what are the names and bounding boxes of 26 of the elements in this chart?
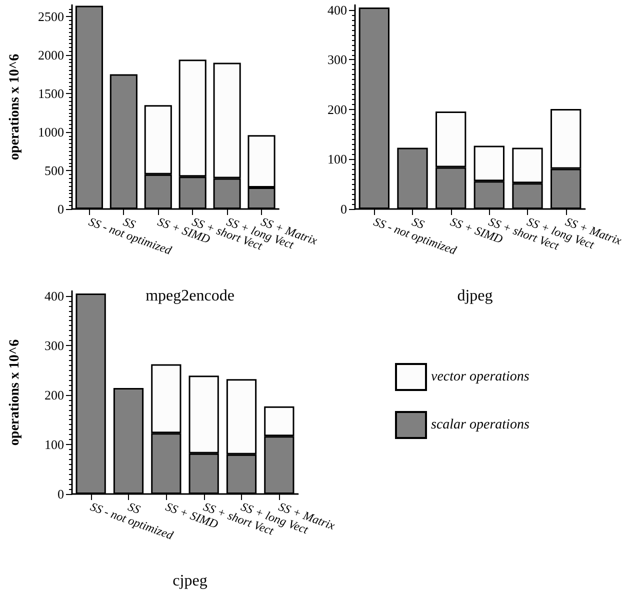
text: cjpeg: [172, 572, 208, 590]
y-tick-label: 100: [328, 152, 347, 167]
x-tick-label: SS: [126, 499, 142, 517]
y-tick-label: 0: [58, 202, 64, 216]
y-tick-label: 400: [44, 288, 64, 304]
y-tick-label: 400: [328, 2, 347, 18]
y-tick-label: 2500: [38, 9, 64, 24]
y-tick-label: 1500: [38, 86, 64, 102]
y-tick-label: 100: [44, 436, 64, 452]
y-tick-label: 500: [44, 163, 64, 178]
y-tick-label: 1000: [38, 124, 64, 140]
x-tick-label: SS: [121, 214, 138, 232]
y-tick-label: 300: [328, 52, 347, 68]
y-axis-title: operations x 10^6: [8, 54, 22, 160]
y-tick-label: 300: [44, 338, 64, 353]
y-tick-label: 200: [328, 102, 347, 117]
y-tick-label: 200: [44, 387, 64, 402]
legend-label: scalar operations: [431, 418, 530, 432]
y-tick-label: 0: [340, 202, 347, 216]
y-tick-label: 0: [58, 486, 64, 502]
x-tick-label: SS: [410, 214, 426, 232]
text: mpeg2encode: [146, 288, 234, 304]
y-axis-title: operations x 10^6: [8, 339, 22, 446]
y-tick-label: 2000: [38, 48, 64, 63]
legend-label: vector operations: [431, 370, 530, 384]
text: djpeg: [457, 288, 493, 304]
